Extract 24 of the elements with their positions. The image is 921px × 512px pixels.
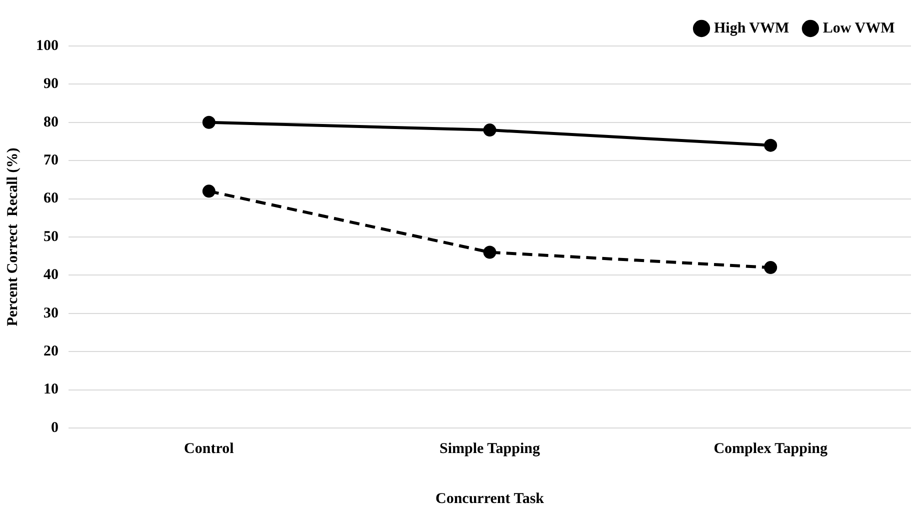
- y-axis-title: Percent Correct Recall (%): [4, 148, 21, 326]
- x-tick-label: Simple Tapping: [440, 440, 540, 457]
- point: [483, 124, 496, 137]
- y-tick-label: 20: [44, 343, 58, 360]
- point: [764, 261, 778, 274]
- y-tick-label: 80: [44, 114, 58, 130]
- y-tick-label: 0: [51, 420, 58, 436]
- legend-label: Low VWM: [822, 20, 895, 36]
- legend-label: High VWM: [714, 20, 790, 36]
- y-tick-label: 10: [44, 382, 58, 398]
- y-tick-label: 30: [44, 305, 58, 322]
- point: [202, 116, 216, 129]
- y-tick-label: 90: [44, 76, 58, 92]
- y-tick-label: 50: [44, 228, 58, 245]
- point: [202, 184, 216, 198]
- x-axis-title: Concurrent Task: [435, 490, 545, 507]
- y-tick-label: 70: [44, 152, 58, 168]
- x-tick-label: Complex Tapping: [714, 440, 828, 457]
- y-tick-label: 40: [44, 267, 58, 284]
- y-tick-label: 100: [36, 38, 58, 54]
- point: [483, 246, 496, 259]
- point: [764, 138, 778, 152]
- y-tick-label: 60: [44, 190, 58, 207]
- x-tick-label: Control: [184, 440, 234, 457]
